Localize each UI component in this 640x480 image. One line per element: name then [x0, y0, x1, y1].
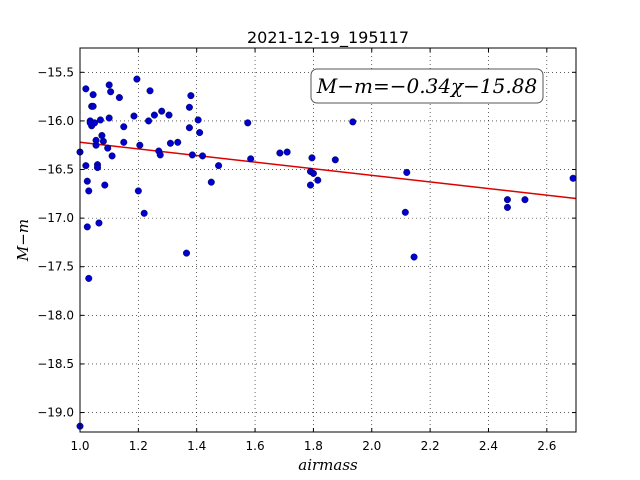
data-point: [95, 219, 103, 227]
x-tick-label: 1.4: [187, 439, 206, 453]
data-point: [82, 85, 90, 93]
data-point: [199, 152, 207, 160]
data-point: [309, 169, 317, 177]
data-point: [92, 141, 100, 149]
data-point: [94, 164, 102, 172]
fit-equation: M−m=−0.34χ−15.88: [316, 74, 537, 98]
data-point: [105, 114, 113, 122]
data-point: [283, 148, 291, 156]
data-point: [82, 162, 90, 170]
data-point: [115, 94, 123, 102]
data-point: [99, 137, 107, 145]
data-point: [98, 131, 106, 139]
data-point: [166, 139, 174, 147]
data-point: [185, 124, 193, 132]
chart-title: 2021-12-19_195117: [247, 28, 409, 48]
data-point: [146, 87, 154, 95]
y-tick-label: −17.0: [37, 211, 74, 225]
y-tick-label: −16.0: [37, 114, 74, 128]
data-point: [403, 168, 411, 176]
data-point: [174, 138, 182, 146]
data-point: [276, 149, 284, 157]
data-point: [349, 118, 357, 126]
fit-line: [79, 141, 577, 200]
data-point: [182, 249, 190, 257]
data-point: [156, 151, 164, 159]
data-point: [105, 81, 113, 89]
data-point: [134, 187, 142, 195]
data-point: [101, 181, 109, 189]
data-point: [85, 187, 93, 195]
fit-equation-box: M−m=−0.34χ−15.88: [310, 68, 544, 104]
data-point: [89, 102, 97, 110]
data-point: [96, 116, 104, 124]
data-point: [120, 138, 128, 146]
data-point: [401, 208, 409, 216]
x-tick-label: 1.8: [304, 439, 323, 453]
y-axis-label: M−m: [14, 219, 32, 262]
y-tick-label: −15.5: [37, 65, 74, 79]
data-point: [314, 176, 322, 184]
data-point: [207, 178, 215, 186]
data-point: [188, 151, 196, 159]
data-point: [158, 107, 166, 115]
y-tick-label: −16.5: [37, 163, 74, 177]
data-point: [503, 196, 511, 204]
fit-line-layer: [79, 141, 577, 200]
x-tick-label: 2.0: [362, 439, 381, 453]
data-point: [107, 88, 115, 96]
data-point: [136, 141, 144, 149]
data-point: [308, 154, 316, 162]
data-point: [503, 203, 511, 211]
grid: [79, 48, 576, 432]
data-point: [521, 196, 529, 204]
data-point: [133, 75, 141, 83]
axis-ticks: 1.0 1.2 1.4 1.6 1.8 2.0 2.2 2.4 2.6 −15.5 −16.0 −16…: [37, 48, 576, 453]
x-tick-label: 1.2: [129, 439, 148, 453]
data-point: [331, 156, 339, 164]
data-point: [150, 111, 158, 119]
x-tick-label: 1.6: [246, 439, 265, 453]
y-tick-label: −18.5: [37, 357, 74, 371]
data-point: [83, 177, 91, 185]
y-tick-label: −17.5: [37, 260, 74, 274]
data-point: [108, 152, 116, 160]
data-point: [410, 253, 418, 261]
data-point: [196, 129, 204, 137]
data-points: [76, 75, 577, 430]
data-point: [165, 111, 173, 119]
data-point: [215, 162, 223, 170]
data-point: [244, 119, 252, 127]
y-tick-label: −18.0: [37, 308, 74, 322]
data-point: [85, 274, 93, 282]
data-point: [89, 91, 97, 99]
data-point: [569, 174, 577, 182]
x-tick-label: 1.0: [70, 439, 89, 453]
x-axis-label: airmass: [298, 456, 358, 474]
data-point: [140, 209, 148, 217]
data-point: [104, 144, 112, 152]
x-tick-label: 2.2: [421, 439, 440, 453]
data-point: [306, 181, 314, 189]
data-point: [145, 117, 153, 125]
plot-frame: [79, 47, 577, 433]
data-point: [247, 155, 255, 163]
data-point: [83, 223, 91, 231]
data-point: [91, 119, 99, 127]
y-tick-label: −19.0: [37, 406, 74, 420]
data-point: [185, 103, 193, 111]
data-point: [130, 112, 138, 120]
x-tick-label: 2.6: [537, 439, 556, 453]
x-tick-label: 2.4: [479, 439, 498, 453]
data-point: [120, 123, 128, 131]
data-point: [187, 92, 195, 100]
data-point: [194, 116, 202, 124]
